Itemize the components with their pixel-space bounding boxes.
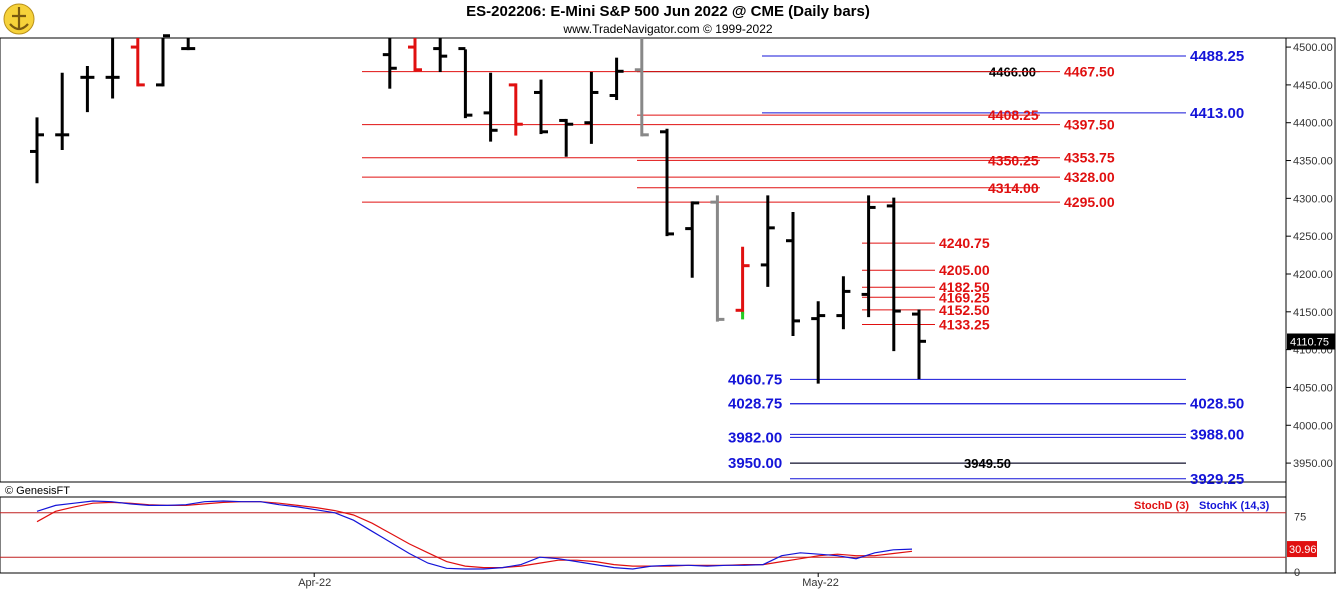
price-tick-label: 4500.00	[1293, 42, 1333, 54]
chart-title: ES-202206: E-Mini S&P 500 Jun 2022 @ CME…	[466, 3, 870, 20]
time-axis: Apr-22 May-22	[298, 573, 839, 589]
price-tick-label: 4200.00	[1293, 269, 1333, 281]
level-label: 4169.25	[939, 289, 990, 305]
level-label: 4488.25	[1190, 48, 1244, 65]
last-price-box	[1287, 333, 1335, 350]
price-tick-label: 4350.00	[1293, 156, 1333, 168]
price-tick-label: 4450.00	[1293, 80, 1333, 92]
chart-subtitle: www.TradeNavigator.com © 1999-2022	[563, 22, 773, 36]
level-label: 3982.00	[728, 429, 782, 446]
level-label: 3988.00	[1190, 426, 1244, 443]
price-bars	[30, 34, 926, 384]
stoch-tick-label: 75	[1294, 512, 1306, 524]
stoch-tick-label: 0	[1294, 567, 1300, 579]
level-label: 4152.50	[939, 302, 990, 318]
level-label: 3949.50	[964, 456, 1011, 471]
level-label: 4413.00	[1190, 105, 1244, 122]
price-tick-label: 4300.00	[1293, 193, 1333, 205]
stoch-panel-frame	[0, 496, 1287, 574]
level-label: 4467.50	[1064, 64, 1115, 80]
level-label: 4328.00	[1064, 169, 1115, 185]
level-label: 4240.75	[939, 235, 990, 251]
stoch-k-label: StochK (14,3)	[1199, 500, 1270, 512]
level-label: 4353.75	[1064, 150, 1115, 166]
watermark: © GenesisFT	[5, 485, 70, 497]
level-label: 4133.25	[939, 316, 990, 332]
stoch-last-label: 30.96	[1289, 544, 1317, 556]
stochastic-panel: 0 75 30.96	[0, 500, 1317, 579]
level-label: 4205.00	[939, 262, 990, 278]
price-tick-label: 4150.00	[1293, 307, 1333, 319]
level-label: 4028.75	[728, 396, 782, 413]
level-label: 4408.25	[988, 107, 1039, 123]
price-tick-label: 3950.00	[1293, 458, 1333, 470]
level-label: 4295.00	[1064, 194, 1115, 210]
level-label: 4314.00	[988, 180, 1039, 196]
level-label: 4350.25	[988, 152, 1039, 168]
time-tick-label: May-22	[802, 577, 839, 589]
tradenavigator-logo-icon	[3, 3, 35, 35]
chart-header: ES-202206: E-Mini S&P 500 Jun 2022 @ CME…	[0, 0, 1336, 38]
stoch-d-line	[36, 501, 913, 569]
price-axis: 3950.004000.004050.004100.004150.004200.…	[1286, 42, 1335, 470]
price-tick-label: 4250.00	[1293, 231, 1333, 243]
level-label: 4182.50	[939, 279, 990, 295]
level-label: 4028.50	[1190, 396, 1244, 413]
price-tick-label: 4050.00	[1293, 382, 1333, 394]
last-price-label: 4110.75	[1290, 337, 1329, 349]
price-tick-label: 4400.00	[1293, 118, 1333, 130]
level-label: 4397.50	[1064, 117, 1115, 133]
price-tick-label: 4000.00	[1293, 420, 1333, 432]
time-tick-label: Apr-22	[298, 577, 331, 589]
level-label: 3950.00	[728, 455, 782, 472]
level-label: 3929.25	[1190, 471, 1244, 488]
stoch-d-label: StochD (3)	[1134, 500, 1189, 512]
stoch-last-box	[1287, 541, 1317, 558]
level-label: 4060.75	[728, 371, 782, 388]
stoch-k-line	[36, 500, 913, 570]
